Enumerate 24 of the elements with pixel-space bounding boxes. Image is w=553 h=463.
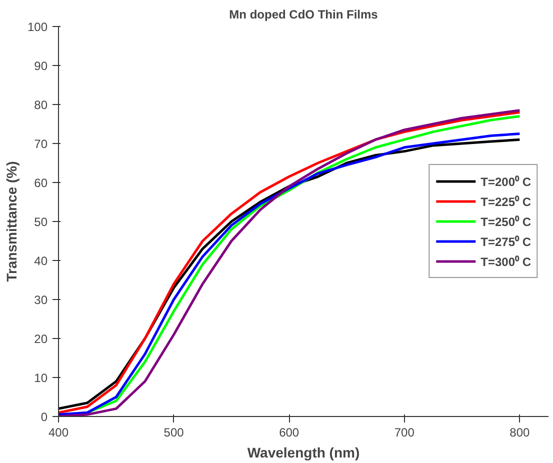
- y-tick-label: 60: [34, 176, 48, 190]
- x-tick-label: 400: [48, 426, 69, 440]
- y-tick-label: 80: [34, 98, 48, 112]
- y-tick-label: 40: [34, 254, 48, 268]
- x-tick-label: 500: [164, 426, 184, 440]
- chart-title: Mn doped CdO Thin Films: [229, 8, 378, 22]
- y-tick-label: 0: [40, 410, 48, 424]
- legend-label: T=300⁰ C: [480, 254, 531, 270]
- x-axis-title: Wavelength (nm): [247, 444, 360, 460]
- y-tick-label: 50: [34, 215, 48, 229]
- y-tick-label: 10: [34, 371, 48, 385]
- y-tick-label: 100: [27, 20, 48, 34]
- y-tick-label: 30: [34, 293, 48, 307]
- legend-label: T=225⁰ C: [480, 194, 531, 210]
- y-axis-title: Transmittance (%): [3, 161, 20, 282]
- y-tick-label: 90: [34, 59, 48, 73]
- x-tick-label: 600: [279, 426, 300, 440]
- x-tick-label: 700: [394, 426, 415, 440]
- y-tick-label: 70: [34, 137, 48, 151]
- legend-label: T=275⁰ C: [480, 234, 531, 250]
- legend-label: T=250⁰ C: [480, 214, 531, 230]
- y-tick-label: 20: [34, 332, 48, 346]
- x-tick-label: 800: [510, 426, 530, 440]
- legend-label: T=200⁰ C: [480, 174, 531, 190]
